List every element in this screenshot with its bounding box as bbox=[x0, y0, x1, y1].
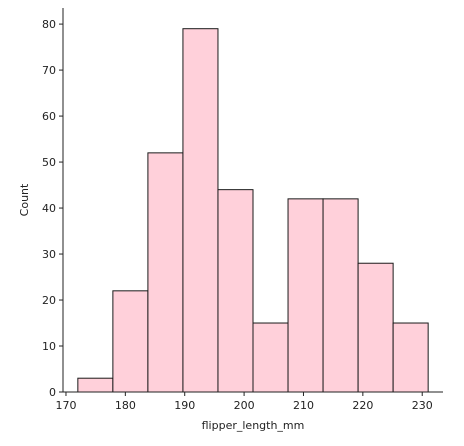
histogram-bar-1 bbox=[112, 290, 149, 393]
histogram-bar-8 bbox=[357, 262, 394, 393]
histogram-bar-7 bbox=[322, 198, 359, 393]
histogram-bar-5 bbox=[252, 322, 289, 393]
histogram-bar-2 bbox=[147, 152, 184, 393]
y-tick-label: 80 bbox=[42, 18, 56, 31]
x-tick-label: 180 bbox=[115, 399, 136, 412]
x-axis-label: flipper_length_mm bbox=[202, 419, 305, 432]
histogram-bar-9 bbox=[392, 322, 429, 393]
y-tick-label: 70 bbox=[42, 64, 56, 77]
x-tick-label: 230 bbox=[412, 399, 433, 412]
x-tick-label: 170 bbox=[55, 399, 76, 412]
histogram-bar-4 bbox=[217, 189, 254, 393]
histogram-bar-6 bbox=[287, 198, 324, 393]
histogram-bar-0 bbox=[77, 377, 114, 393]
y-ticks-group: 0 10 20 30 40 50 60 70 80 bbox=[42, 18, 63, 399]
y-tick-label: 20 bbox=[42, 294, 56, 307]
y-tick-label: 60 bbox=[42, 110, 56, 123]
x-ticks-group: 170 180 190 200 210 220 230 bbox=[55, 392, 433, 412]
x-tick-label: 220 bbox=[352, 399, 373, 412]
x-tick-label: 210 bbox=[293, 399, 314, 412]
y-tick-label: 0 bbox=[49, 386, 56, 399]
y-tick-label: 50 bbox=[42, 156, 56, 169]
y-tick-label: 40 bbox=[42, 202, 56, 215]
x-tick-label: 200 bbox=[234, 399, 255, 412]
histogram-bar-3 bbox=[182, 28, 219, 393]
y-tick-label: 10 bbox=[42, 340, 56, 353]
x-tick-label: 190 bbox=[174, 399, 195, 412]
y-axis-label: Count bbox=[18, 183, 31, 216]
y-tick-label: 30 bbox=[42, 248, 56, 261]
bars-group bbox=[77, 28, 429, 393]
